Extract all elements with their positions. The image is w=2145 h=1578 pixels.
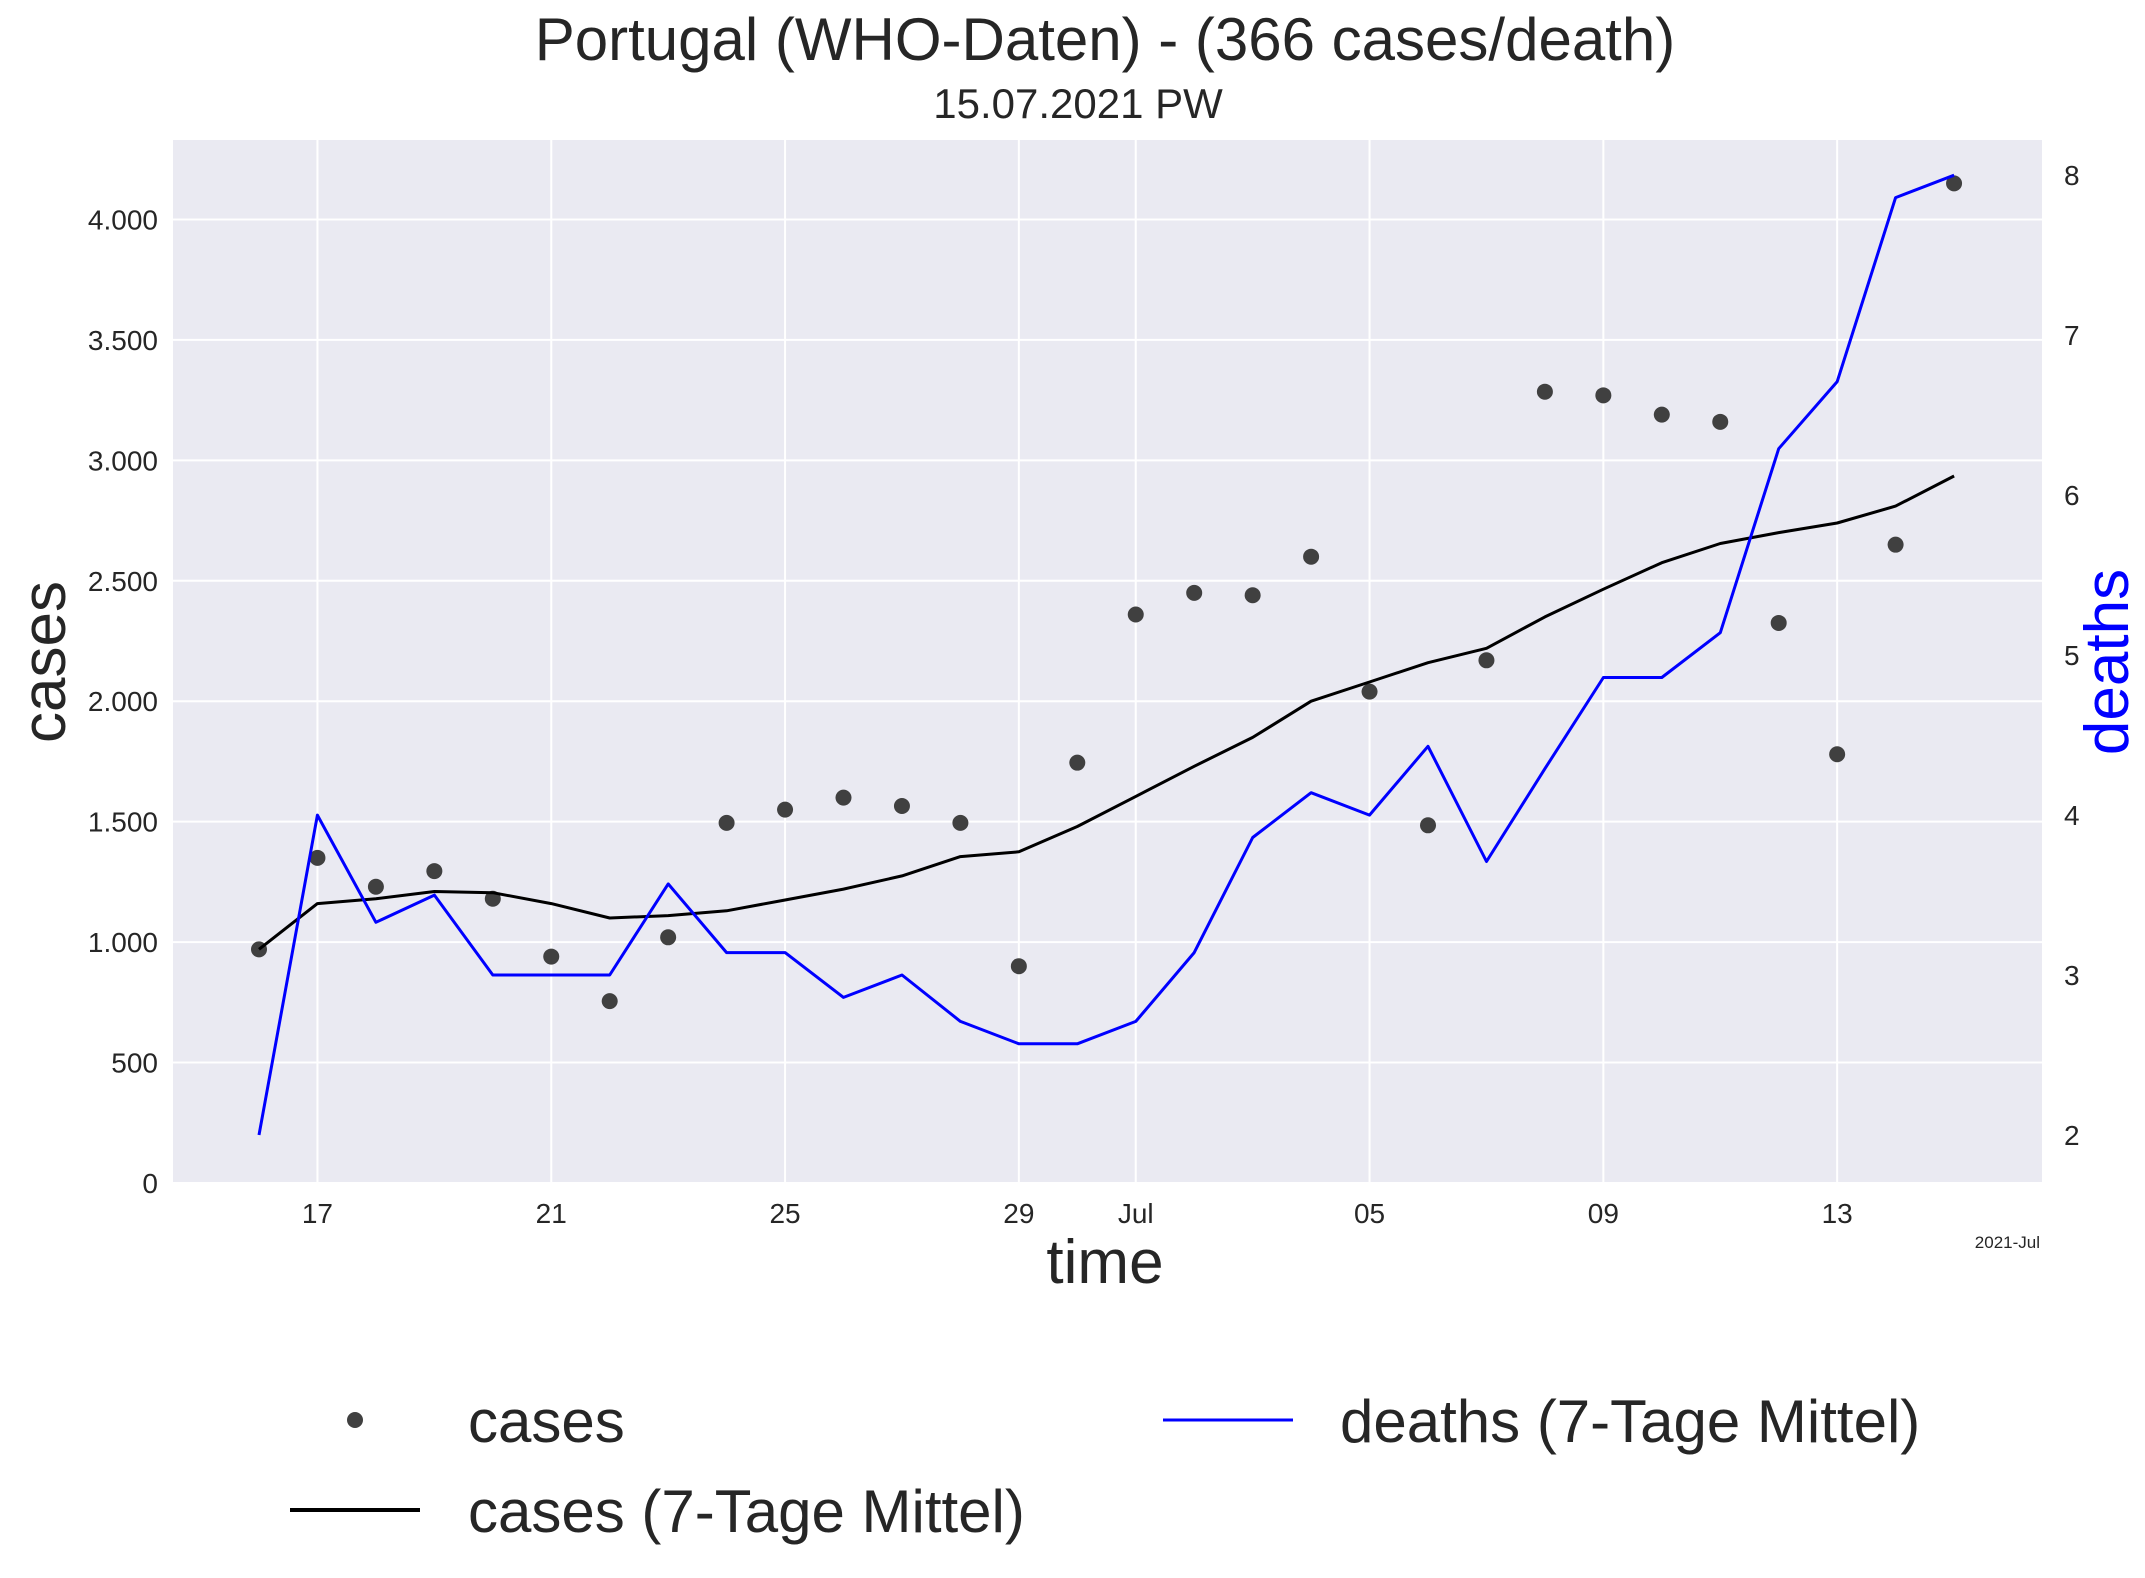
cases-point bbox=[309, 849, 326, 866]
y-right-tick-label: 8 bbox=[2064, 160, 2080, 191]
x-tick-label: 13 bbox=[1822, 1198, 1853, 1229]
x-tick-label: 09 bbox=[1588, 1198, 1619, 1229]
x-tick-label: 21 bbox=[536, 1198, 567, 1229]
cases-point bbox=[1712, 413, 1729, 430]
cases-point bbox=[660, 929, 677, 946]
cases-point bbox=[426, 863, 443, 880]
cases-point bbox=[1361, 683, 1378, 700]
y-left-tick-label: 1.500 bbox=[88, 807, 158, 838]
series-layer bbox=[251, 173, 1963, 1136]
x-tick-label: 25 bbox=[769, 1198, 800, 1229]
y-left-tick-label: 3.000 bbox=[88, 445, 158, 476]
x-tick-label: 05 bbox=[1354, 1198, 1385, 1229]
x-axis-label: time bbox=[1046, 1228, 1163, 1297]
cases-point bbox=[1478, 652, 1495, 669]
y-right-axis-label: deaths bbox=[2073, 569, 2142, 755]
y-right-tick-label: 3 bbox=[2064, 960, 2080, 991]
y-left-tick-label: 4.000 bbox=[88, 204, 158, 235]
plot-area bbox=[173, 140, 2042, 1183]
y-left-tick-label: 500 bbox=[111, 1048, 158, 1079]
x-tick-label: Jul bbox=[1118, 1198, 1154, 1229]
cases-point bbox=[1829, 746, 1846, 763]
cases-point bbox=[1770, 614, 1787, 631]
cases-point bbox=[893, 798, 910, 815]
x-tick-labels: 17 21 25 29 Jul 05 09 13 bbox=[302, 1198, 1853, 1229]
x-tick-label: 17 bbox=[302, 1198, 333, 1229]
legend-deaths-avg-label: deaths (7-Tage Mittel) bbox=[1340, 1388, 1920, 1455]
cases-point bbox=[1946, 175, 1963, 192]
cases-point bbox=[952, 814, 969, 831]
y-right-tick-label: 2 bbox=[2064, 1120, 2080, 1151]
cases-avg-line bbox=[258, 474, 1955, 951]
cases-point bbox=[543, 948, 560, 965]
x-offset-label: 2021-Jul bbox=[1975, 1233, 2040, 1252]
y-left-tick-label: 0 bbox=[142, 1168, 158, 1199]
cases-point bbox=[1653, 406, 1670, 423]
cases-point bbox=[1127, 606, 1144, 623]
y-left-tick-labels: 0 500 1.000 1.500 2.000 2.500 3.000 3.500 4.000 bbox=[88, 204, 158, 1199]
cases-point bbox=[1186, 584, 1203, 601]
deaths-avg-line bbox=[257, 173, 1955, 1136]
cases-point bbox=[1420, 817, 1436, 834]
legend: cases cases (7-Tage Mittel) deaths (7-Ta… bbox=[290, 1388, 1920, 1545]
y-right-tick-label: 7 bbox=[2064, 320, 2080, 351]
legend-cases-avg-label: cases (7-Tage Mittel) bbox=[468, 1478, 1025, 1545]
cases-point bbox=[777, 801, 794, 818]
y-right-tick-label: 6 bbox=[2064, 480, 2080, 511]
y-left-tick-label: 3.500 bbox=[88, 325, 158, 356]
y-left-axis-label: cases bbox=[10, 581, 79, 743]
y-left-tick-label: 2.000 bbox=[88, 686, 158, 717]
cases-point bbox=[1595, 387, 1612, 404]
grid-lines bbox=[173, 140, 2042, 1184]
cases-point bbox=[1069, 754, 1086, 771]
chart-subtitle: 15.07.2021 PW bbox=[933, 80, 1223, 127]
cases-point bbox=[1536, 383, 1553, 400]
y-left-tick-label: 2.500 bbox=[88, 566, 158, 597]
y-right-tick-labels: 2 3 4 5 6 7 8 bbox=[2064, 160, 2080, 1151]
cases-point bbox=[1244, 587, 1261, 604]
cases-point bbox=[1010, 958, 1027, 975]
cases-point bbox=[1303, 548, 1320, 565]
cases-point bbox=[835, 789, 852, 806]
chart-title: Portugal (WHO-Daten) - (366 cases/death) bbox=[535, 6, 1675, 73]
cases-point bbox=[1887, 536, 1904, 553]
cases-point bbox=[601, 993, 618, 1010]
legend-cases-label: cases bbox=[468, 1388, 625, 1455]
y-right-tick-label: 5 bbox=[2064, 640, 2080, 671]
cases-point bbox=[718, 814, 735, 831]
cases-point bbox=[367, 878, 384, 895]
y-left-tick-label: 1.000 bbox=[88, 927, 158, 958]
legend-cases-marker bbox=[347, 1412, 363, 1428]
y-right-tick-label: 4 bbox=[2064, 800, 2080, 831]
x-tick-label: 29 bbox=[1003, 1198, 1034, 1229]
